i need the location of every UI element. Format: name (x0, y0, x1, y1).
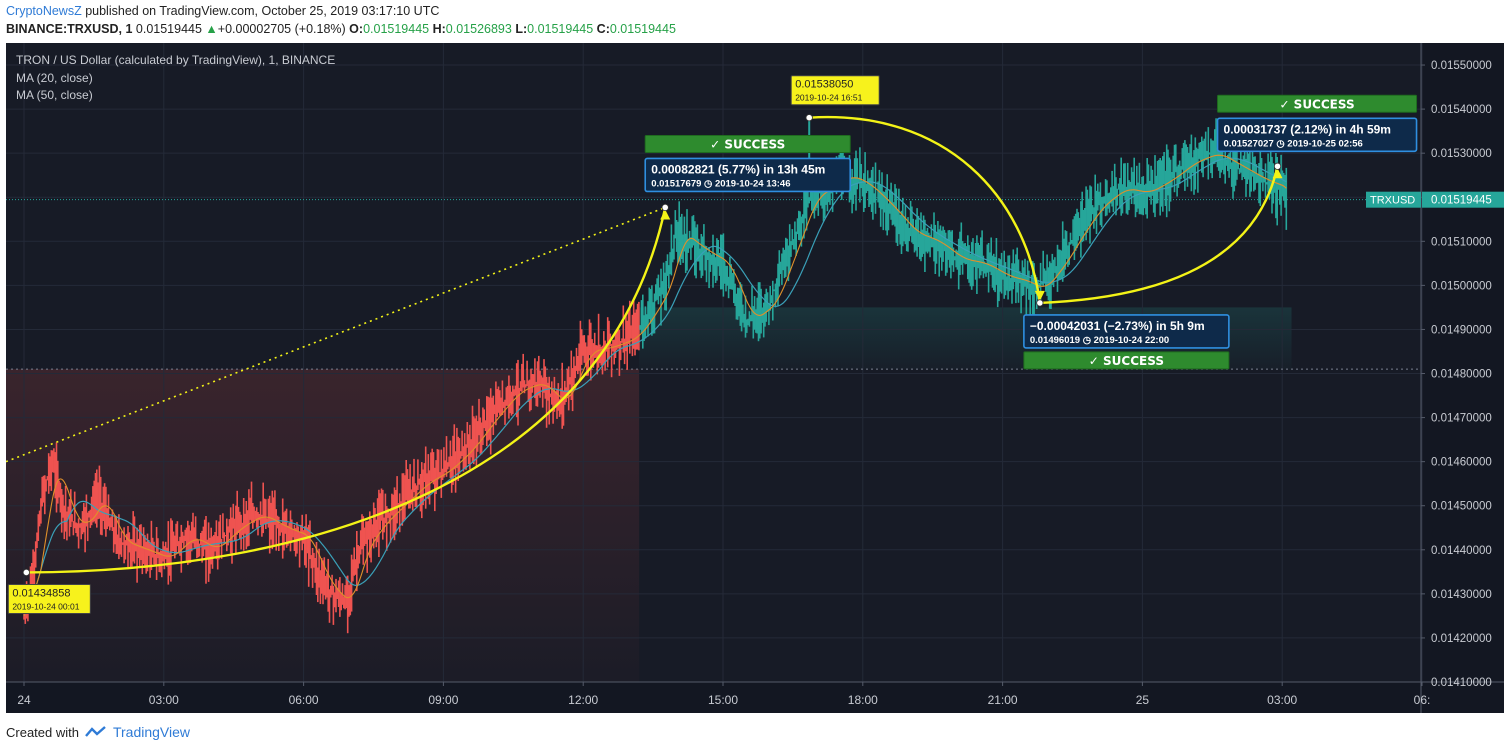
x-tick-label: 18:00 (848, 693, 878, 707)
price-bars (23, 118, 1288, 634)
y-tick-label: 0.01450000 (1431, 501, 1492, 513)
open-value: 0.01519445 (363, 22, 430, 36)
anchor-point (1036, 299, 1044, 307)
publish-line: CryptoNewsZ published on TradingView.com… (6, 4, 439, 18)
tradingview-brand[interactable]: TradingView (112, 724, 191, 740)
y-tick-label: 0.01420000 (1431, 633, 1492, 645)
change-value: +0.00002705 (+0.18%) (217, 22, 346, 36)
high-callout: 0.01538050 2019-10-24 16:51 (790, 75, 880, 106)
callout-time: 2019-10-24 16:51 (795, 93, 862, 103)
y-tick-label: 0.01510000 (1431, 236, 1492, 248)
close-label: C: (596, 22, 610, 36)
y-tick-label: 0.01550000 (1431, 60, 1492, 72)
x-tick-label: 21:00 (988, 693, 1018, 707)
measure-callout-3: ✓ SUCCESS 0.00031737 (2.12%) in 4h 59m 0.0… (1216, 94, 1418, 153)
anchor-point (805, 114, 813, 122)
x-tick-label: 25 (1136, 693, 1150, 707)
arrow-down-icon (1034, 290, 1045, 301)
symbol-label: BINANCE:TRXUSD, 1 (6, 22, 133, 36)
author-link[interactable]: CryptoNewsZ (6, 4, 82, 18)
arrow-up-icon (660, 209, 671, 220)
callout-box (790, 75, 880, 106)
success-badge (1023, 351, 1230, 370)
open-label: O: (349, 22, 364, 36)
success-badge (1217, 94, 1418, 113)
anchor-point (661, 203, 669, 212)
measure-callout-2: ✓ SUCCESS −0.00042031 (−2.73%) in 5h 9m 0.… (1023, 314, 1230, 370)
recover-curve (1039, 166, 1279, 305)
y-tick-label: 0.01490000 (1431, 324, 1492, 336)
low-label: L: (515, 22, 528, 36)
y-tick-label: 0.01530000 (1431, 148, 1492, 160)
success-label: ✓ SUCCESS (1279, 97, 1354, 111)
x-tick-label: 03:00 (149, 693, 179, 707)
published-text: published on TradingView.com, October 25… (85, 4, 440, 18)
y-tick-label: 0.01430000 (1431, 589, 1492, 601)
high-label: H: (432, 22, 446, 36)
measure-title: −0.00042031 (−2.73%) in 5h 9m (1030, 319, 1205, 333)
x-tick-label: 15:00 (708, 693, 738, 707)
low-callout: 0.01434858 2019-10-24 00:01 (7, 583, 91, 614)
tradingview-logo-icon (85, 726, 106, 737)
indicator-label: MA (20, close) (16, 71, 93, 85)
current-price-tag (1422, 191, 1504, 208)
measure-title: 0.00031737 (2.12%) in 4h 59m (1224, 122, 1391, 136)
fall-curve (809, 115, 1042, 304)
measure-callout-1: ✓ SUCCESS 0.00082821 (5.77%) in 13h 45m 0.… (644, 134, 852, 193)
callout-time: 2019-10-24 00:01 (12, 601, 79, 611)
last-price: 0.01519445 (135, 22, 202, 36)
anchor-point (1273, 162, 1282, 170)
symbol-price-tag (1366, 191, 1421, 208)
y-tick-label: 0.01470000 (1431, 413, 1492, 425)
up-arrow-icon: ▲ (205, 22, 218, 36)
high-value: 0.01526893 (445, 22, 512, 36)
x-tick-label: 12:00 (568, 693, 598, 707)
measure-title: 0.00082821 (5.77%) in 13h 45m (651, 162, 825, 176)
y-tick-label: 0.01410000 (1431, 677, 1492, 689)
y-tick-label: 0.01440000 (1431, 545, 1492, 557)
y-tick-label: 0.01500000 (1431, 280, 1492, 292)
y-tick-label: 0.01540000 (1431, 104, 1492, 116)
measure-box (1216, 117, 1418, 153)
chart-title: TRON / US Dollar (calculated by TradingV… (16, 53, 335, 67)
ma20-line (23, 154, 1287, 617)
chart-panel[interactable]: TRON / US Dollar (calculated by TradingV… (6, 43, 1504, 713)
current-price-value: 0.01519445 (1431, 195, 1492, 207)
measure-detail: 0.01517679 ◷ 2019-10-24 13:46 (651, 178, 790, 189)
y-tick-label: 0.01480000 (1431, 369, 1492, 381)
measure-detail: 0.01527027 ◷ 2019-10-25 02:56 (1224, 138, 1363, 149)
x-tick-label: 06: (1414, 693, 1431, 707)
callout-value: 0.01538050 (795, 79, 853, 91)
x-tick-label: 24 (17, 693, 31, 707)
low-value: 0.01519445 (527, 22, 594, 36)
measure-box (1023, 314, 1230, 349)
ma50-line (23, 157, 1287, 617)
indicator-label: MA (50, close) (16, 88, 93, 102)
measure-detail: 0.01496019 ◷ 2019-10-24 22:00 (1030, 335, 1169, 346)
success-label: ✓ SUCCESS (710, 137, 785, 151)
rise-curve (26, 207, 667, 574)
x-tick-label: 03:00 (1267, 693, 1297, 707)
trend-dotted-line (6, 206, 666, 463)
callout-box (7, 583, 91, 614)
price-chart[interactable]: TRON / US Dollar (calculated by TradingV… (6, 43, 1504, 713)
y-tick-label: 0.01460000 (1431, 457, 1492, 469)
callout-value: 0.01434858 (12, 587, 70, 599)
x-tick-label: 09:00 (428, 693, 458, 707)
success-badge (644, 134, 851, 153)
footer: Created with TradingView (6, 724, 190, 740)
measure-box (644, 157, 852, 193)
created-with-text: Created with (6, 724, 79, 740)
close-value: 0.01519445 (609, 22, 676, 36)
symbol-price-tag-label: TRXUSD (1370, 195, 1415, 207)
anchor-point (22, 568, 30, 577)
ohlc-line: BINANCE:TRXUSD, 1 0.01519445 ▲+0.0000270… (6, 22, 676, 36)
arrow-up-icon (1272, 168, 1283, 179)
x-tick-label: 06:00 (289, 693, 319, 707)
success-label: ✓ SUCCESS (1089, 354, 1164, 368)
